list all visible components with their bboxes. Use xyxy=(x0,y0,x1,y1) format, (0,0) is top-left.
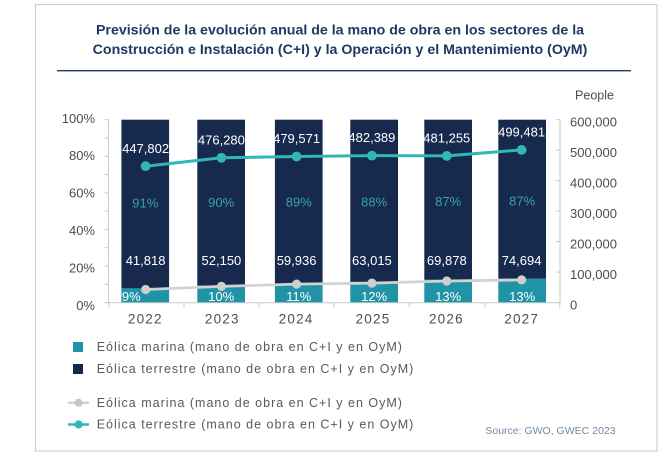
svg-text:9%: 9% xyxy=(122,289,141,304)
svg-text:89%: 89% xyxy=(286,195,312,210)
svg-text:447,802: 447,802 xyxy=(122,141,169,156)
svg-text:2027: 2027 xyxy=(504,312,539,327)
svg-text:88%: 88% xyxy=(361,194,387,209)
svg-text:69,878: 69,878 xyxy=(427,253,467,268)
svg-text:20%: 20% xyxy=(69,261,95,276)
svg-text:74,694: 74,694 xyxy=(502,253,542,268)
svg-text:Eólica marina (mano de obra en: Eólica marina (mano de obra en C+I y en … xyxy=(97,396,403,410)
svg-text:Previsión de la evolución anua: Previsión de la evolución anual de la ma… xyxy=(96,23,584,39)
svg-text:40%: 40% xyxy=(69,223,95,238)
svg-text:41,818: 41,818 xyxy=(126,253,166,268)
svg-text:476,280: 476,280 xyxy=(198,132,245,147)
svg-text:Eólica terrestre (mano de obra: Eólica terrestre (mano de obra en C+I y … xyxy=(97,418,415,432)
svg-text:87%: 87% xyxy=(509,194,535,209)
svg-text:Construcción e Instalación (C+: Construcción e Instalación (C+I) y la Op… xyxy=(93,42,588,58)
svg-text:0%: 0% xyxy=(76,298,95,313)
svg-text:91%: 91% xyxy=(132,195,158,210)
svg-text:60%: 60% xyxy=(69,186,95,201)
svg-text:479,571: 479,571 xyxy=(273,131,320,146)
svg-text:12%: 12% xyxy=(361,289,387,304)
svg-text:100,000: 100,000 xyxy=(570,267,617,282)
svg-text:500,000: 500,000 xyxy=(570,145,617,160)
svg-text:100%: 100% xyxy=(62,111,96,126)
svg-text:2023: 2023 xyxy=(205,312,240,327)
svg-text:2024: 2024 xyxy=(279,312,314,327)
svg-text:0: 0 xyxy=(570,298,577,313)
svg-text:11%: 11% xyxy=(286,289,311,304)
svg-text:600,000: 600,000 xyxy=(570,115,617,130)
svg-text:400,000: 400,000 xyxy=(570,176,617,191)
svg-text:80%: 80% xyxy=(69,148,95,163)
svg-text:Source: GWO, GWEC 2023: Source: GWO, GWEC 2023 xyxy=(485,425,615,437)
svg-text:499,481: 499,481 xyxy=(498,125,545,140)
svg-text:Eólica marina (mano de obra en: Eólica marina (mano de obra en C+I y en … xyxy=(97,340,403,354)
svg-text:481,255: 481,255 xyxy=(423,131,470,146)
svg-text:52,150: 52,150 xyxy=(202,253,242,268)
svg-text:2025: 2025 xyxy=(356,312,391,327)
svg-text:People: People xyxy=(575,89,614,103)
svg-text:10%: 10% xyxy=(208,289,234,304)
svg-text:13%: 13% xyxy=(435,289,461,304)
svg-text:87%: 87% xyxy=(435,194,461,209)
svg-text:90%: 90% xyxy=(208,195,234,210)
svg-text:63,015: 63,015 xyxy=(352,253,392,268)
svg-text:482,389: 482,389 xyxy=(348,130,395,145)
svg-text:2026: 2026 xyxy=(429,312,464,327)
svg-text:300,000: 300,000 xyxy=(570,206,617,221)
svg-text:2022: 2022 xyxy=(128,312,163,327)
svg-text:Eólica terrestre (mano de obra: Eólica terrestre (mano de obra en C+I y … xyxy=(97,362,415,376)
svg-text:13%: 13% xyxy=(509,289,535,304)
svg-text:200,000: 200,000 xyxy=(570,237,617,252)
svg-text:59,936: 59,936 xyxy=(277,253,317,268)
